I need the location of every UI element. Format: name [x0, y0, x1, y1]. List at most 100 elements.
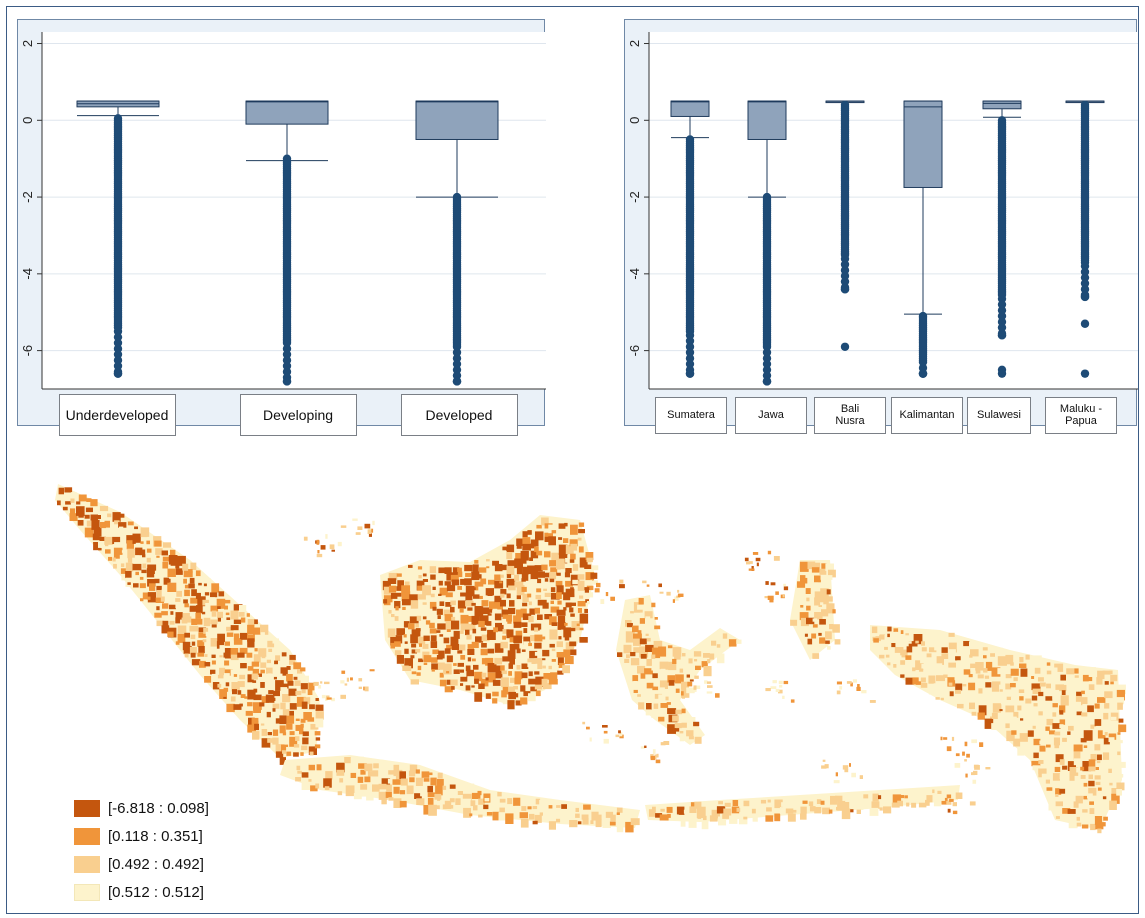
district-cell: [429, 622, 435, 629]
outlier-point: [1080, 319, 1090, 328]
district-cell: [688, 658, 693, 664]
district-cell: [184, 589, 190, 597]
district-cell: [473, 805, 478, 811]
district-cell: [423, 635, 430, 641]
district-cell: [505, 813, 514, 824]
district-cell: [308, 764, 315, 771]
district-cell: [536, 550, 543, 556]
district-cell: [1117, 740, 1123, 744]
islet-cell: [775, 591, 779, 595]
district-cell: [502, 656, 511, 662]
district-cell: [506, 565, 515, 575]
islet-cell: [370, 528, 374, 533]
district-cell: [163, 569, 170, 577]
district-cell: [520, 550, 529, 561]
district-cell: [170, 549, 176, 557]
district-cell: [457, 600, 467, 609]
district-cell: [1110, 726, 1118, 734]
district-cell: [344, 779, 349, 782]
district-cell: [659, 680, 668, 689]
district-cell: [480, 648, 488, 656]
outlier-point: [282, 344, 292, 353]
district-cell: [645, 709, 652, 716]
islet-cell: [756, 562, 759, 567]
district-cell: [557, 622, 566, 630]
district-cell: [303, 764, 307, 769]
district-cell: [820, 800, 825, 805]
legend-swatch: [74, 855, 100, 873]
district-cell: [446, 585, 456, 592]
islet-cell: [821, 765, 827, 769]
district-cell: [189, 605, 199, 612]
district-cell: [542, 602, 549, 609]
district-cell: [211, 583, 220, 593]
district-cell: [766, 807, 772, 812]
district-cell: [774, 799, 783, 809]
district-cell: [957, 703, 964, 709]
district-cell: [197, 596, 206, 607]
outlier-point: [1080, 267, 1090, 277]
district-cell: [940, 697, 944, 701]
islet-cell: [610, 596, 615, 601]
district-cell: [828, 809, 833, 814]
district-cell: [1067, 796, 1073, 802]
district-cell: [429, 566, 437, 574]
district-cell: [520, 608, 527, 616]
district-cell: [1090, 823, 1096, 831]
district-cell: [210, 592, 218, 598]
district-cell: [1011, 689, 1020, 696]
district-cell: [826, 603, 835, 614]
district-cell: [252, 680, 257, 683]
district-cell: [422, 643, 429, 649]
district-cell: [548, 678, 558, 685]
islet-cell: [859, 775, 863, 779]
district-cell: [434, 805, 440, 810]
district-cell: [252, 731, 260, 740]
district-cell: [486, 621, 492, 626]
district-cell: [767, 799, 771, 803]
district-cell: [585, 592, 594, 598]
district-cell: [162, 561, 169, 569]
district-cell: [497, 792, 502, 797]
district-cell: [1053, 737, 1060, 746]
district-cell: [460, 592, 467, 597]
district-cell: [191, 641, 196, 646]
district-cell: [933, 683, 943, 692]
district-cell: [444, 581, 451, 586]
district-cell: [812, 624, 818, 628]
district-cell: [807, 638, 813, 645]
district-cell: [156, 555, 160, 558]
district-cell: [435, 785, 443, 796]
district-cell: [837, 800, 846, 811]
district-cell: [527, 658, 536, 664]
district-cell: [575, 813, 580, 818]
district-cell: [689, 717, 696, 722]
islet-cell: [772, 680, 777, 684]
district-cell: [446, 572, 455, 581]
district-cell: [579, 595, 584, 599]
district-cell: [112, 557, 116, 562]
district-cell: [1054, 766, 1061, 772]
district-cell: [1074, 775, 1081, 783]
district-cell: [1039, 682, 1046, 687]
district-cell: [1101, 786, 1110, 795]
district-cell: [501, 609, 509, 617]
district-cell: [259, 702, 265, 707]
district-cell: [513, 615, 522, 624]
district-cell: [507, 700, 515, 710]
district-cell: [1074, 675, 1079, 678]
district-cell: [279, 715, 287, 725]
district-cell: [624, 811, 632, 819]
district-cell: [394, 650, 402, 656]
district-cell: [467, 649, 475, 655]
outlier-point: [997, 306, 1007, 315]
district-cell: [303, 675, 309, 681]
district-cell: [1054, 731, 1061, 736]
box: [747, 100, 787, 140]
district-cell: [1117, 751, 1121, 756]
district-cell: [825, 563, 834, 571]
district-cell: [633, 633, 642, 644]
district-cell: [509, 637, 514, 643]
district-cell: [372, 784, 380, 792]
district-cell: [883, 806, 892, 814]
